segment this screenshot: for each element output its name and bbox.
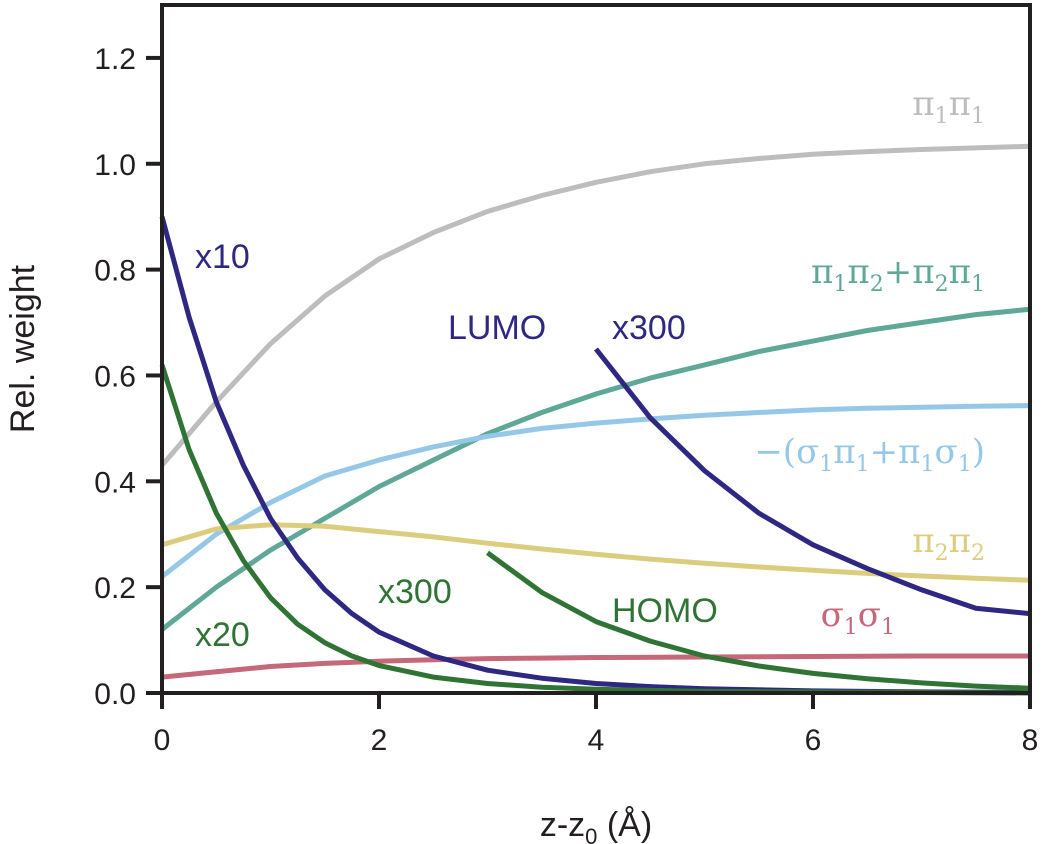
x-tick-label: 4 [588, 724, 605, 757]
series-line-1-1-2-2-1 [160, 306, 1031, 632]
x-tick-label: 6 [805, 724, 822, 757]
y-axis-title: Rel. weight [4, 264, 42, 433]
series-line-4-1-1 [161, 653, 1030, 680]
label-pi1pi2-pi2pi1: π1π2+π2π1 [811, 252, 985, 297]
y-tick-label: 1.0 [94, 149, 136, 182]
y-tick-label: 0.8 [94, 255, 136, 288]
annotation-lumo: LUMO [448, 309, 546, 347]
label-sigma1pi1-pi1sigma1: −(σ1π1+π1σ1) [754, 432, 985, 477]
annotation-homo-x300: x300 [378, 573, 452, 611]
y-tick-label: 1.2 [94, 43, 136, 76]
y-tick-label: 0.0 [94, 678, 136, 711]
series-line-2-1-1-1-1 [160, 403, 1031, 579]
series-line-8-homo-x300 [486, 550, 1031, 691]
x-axis-title: z-z0 (Å) [540, 806, 652, 844]
annotation-homo: HOMO [612, 592, 718, 630]
series-line-7-lumo-x300 [594, 347, 1031, 617]
ticks-layer: 0 2 4 6 8 0.0 0.2 0.4 0.6 0.8 1.0 1.2 [94, 43, 1038, 757]
label-pi2pi2: π2π2 [912, 521, 985, 566]
annotation-x10: x10 [195, 238, 250, 276]
annotation-x20: x20 [195, 616, 250, 654]
label-sigma1sigma1: σ1σ1 [821, 595, 895, 640]
series-line-0-1-1 [160, 143, 1031, 468]
annotation-lumo-x300: x300 [612, 309, 686, 347]
series-layer [159, 143, 1031, 696]
y-tick-label: 0.4 [94, 466, 136, 499]
x-tick-label: 8 [1022, 724, 1039, 757]
x-tick-label: 2 [371, 724, 388, 757]
x-tick-label: 0 [154, 724, 171, 757]
series-line-6-homo-x20 [159, 364, 1031, 696]
y-tick-label: 0.2 [94, 572, 136, 605]
label-pi1pi1: π1π1 [912, 84, 985, 129]
y-tick-label: 0.6 [94, 360, 136, 393]
